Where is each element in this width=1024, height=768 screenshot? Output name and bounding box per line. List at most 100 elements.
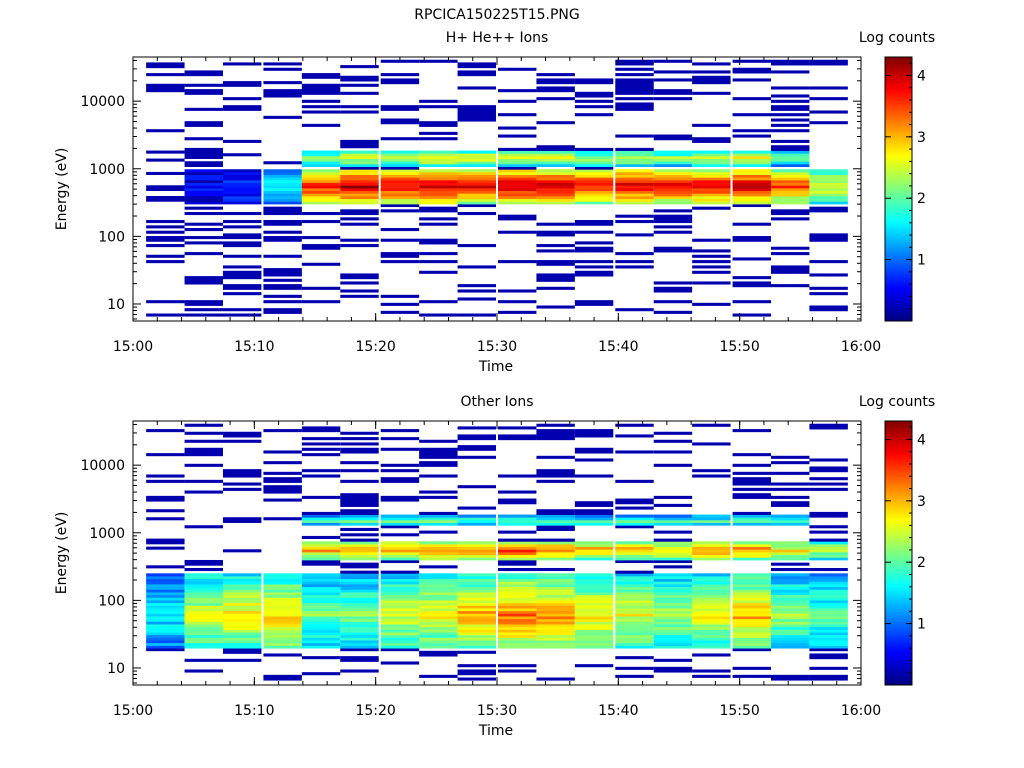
heatmap-cell [263, 206, 302, 210]
heatmap-cell [809, 201, 848, 205]
heatmap-cell [380, 158, 420, 162]
heatmap-cell [419, 517, 458, 521]
heatmap-cell [615, 179, 654, 184]
heatmap-cell [263, 187, 302, 192]
heatmap-cell [184, 107, 223, 111]
heatmap-cell [340, 543, 379, 548]
heatmap-cell [615, 158, 654, 162]
heatmap-cell [146, 185, 185, 189]
heatmap-cell [184, 642, 223, 646]
heatmap-cell [222, 187, 262, 192]
heatmap-cell [301, 594, 341, 598]
heatmap-cell [146, 89, 185, 93]
heatmap-cell [222, 581, 262, 585]
heatmap-cell [457, 190, 496, 194]
heatmap-cell [615, 501, 654, 505]
x-tick-label: 15:00 [113, 703, 153, 719]
heatmap-cell [380, 626, 420, 630]
heatmap-cell [146, 626, 185, 630]
heatmap-cell [809, 236, 848, 240]
heatmap-cell [146, 597, 185, 601]
heatmap-cell [263, 584, 302, 588]
heatmap-cell [184, 195, 223, 200]
heatmap-cell [146, 592, 185, 596]
heatmap-cell [184, 592, 223, 596]
heatmap-cell [653, 632, 693, 636]
heatmap-cell [380, 495, 420, 499]
heatmap-cell [222, 616, 262, 620]
heatmap-cell [340, 624, 379, 628]
heatmap-cell [653, 286, 693, 290]
heatmap-cell [809, 193, 848, 197]
heatmap-cell [380, 634, 420, 638]
heatmap-cell [692, 193, 731, 197]
heatmap-cell [615, 185, 654, 189]
heatmap-cell [771, 94, 810, 98]
heatmap-cell [222, 182, 262, 186]
heatmap-cell [574, 600, 614, 604]
heatmap-cell [574, 155, 614, 159]
heatmap-cell [653, 134, 693, 138]
heatmap-cell [301, 608, 341, 612]
heatmap-cell [692, 190, 731, 194]
heatmap-cell [222, 244, 262, 248]
heatmap-cell [536, 581, 575, 585]
heatmap-cell [380, 187, 420, 192]
heatmap-cell [809, 238, 848, 242]
heatmap-cell [574, 147, 614, 151]
heatmap-cell [380, 624, 420, 628]
heatmap-cell [809, 674, 848, 678]
heatmap-cell [574, 514, 614, 518]
heatmap-cell [653, 519, 693, 523]
x-tick-label: 15:50 [719, 339, 759, 355]
heatmap-cell [771, 592, 810, 596]
heatmap-cell [340, 495, 379, 499]
heatmap-cell [498, 185, 537, 189]
heatmap-cell [732, 179, 772, 184]
heatmap-cell [184, 73, 223, 77]
heatmap-cell [615, 260, 654, 264]
heatmap-cell [380, 107, 420, 111]
heatmap-cell [301, 246, 341, 250]
heatmap-cell [301, 83, 341, 87]
heatmap-cell [615, 640, 654, 644]
heatmap-cell [615, 252, 654, 256]
heatmap-cell [809, 554, 848, 558]
heatmap-cell [574, 509, 614, 513]
heatmap-cell [771, 107, 810, 111]
heatmap-cell [809, 546, 848, 550]
heatmap-cell [536, 519, 575, 523]
heatmap-cell [574, 105, 614, 109]
heatmap-cell [301, 535, 341, 539]
heatmap-cell [615, 543, 654, 548]
heatmap-cell [653, 576, 693, 580]
heatmap-cell [222, 589, 262, 593]
heatmap-cell [692, 198, 731, 202]
heatmap-cell [692, 669, 731, 673]
heatmap-cell [184, 525, 223, 529]
heatmap-cell [771, 586, 810, 590]
heatmap-cell [380, 543, 420, 548]
heatmap-cell [146, 632, 185, 636]
heatmap-cell [419, 193, 458, 197]
heatmap-cell [809, 59, 848, 63]
heatmap-cell [809, 169, 848, 173]
heatmap-cell [263, 195, 302, 200]
heatmap-cell [615, 450, 654, 454]
heatmap-cell [380, 581, 420, 585]
heatmap-cell [457, 677, 496, 681]
heatmap-cell [301, 110, 341, 114]
heatmap-cell [809, 637, 848, 641]
heatmap-cell [732, 284, 772, 288]
heatmap-cell [809, 645, 848, 649]
heatmap-cell [536, 163, 575, 167]
heatmap-cell [771, 471, 810, 475]
heatmap-cell [340, 538, 379, 542]
heatmap-cell [498, 201, 537, 205]
heatmap-cell [771, 201, 810, 205]
colorbar-tick-label: 2 [917, 191, 926, 207]
heatmap-cell [184, 206, 223, 210]
heatmap-cell [340, 190, 379, 194]
heatmap-cell [340, 139, 379, 143]
heatmap-cell [380, 554, 420, 558]
